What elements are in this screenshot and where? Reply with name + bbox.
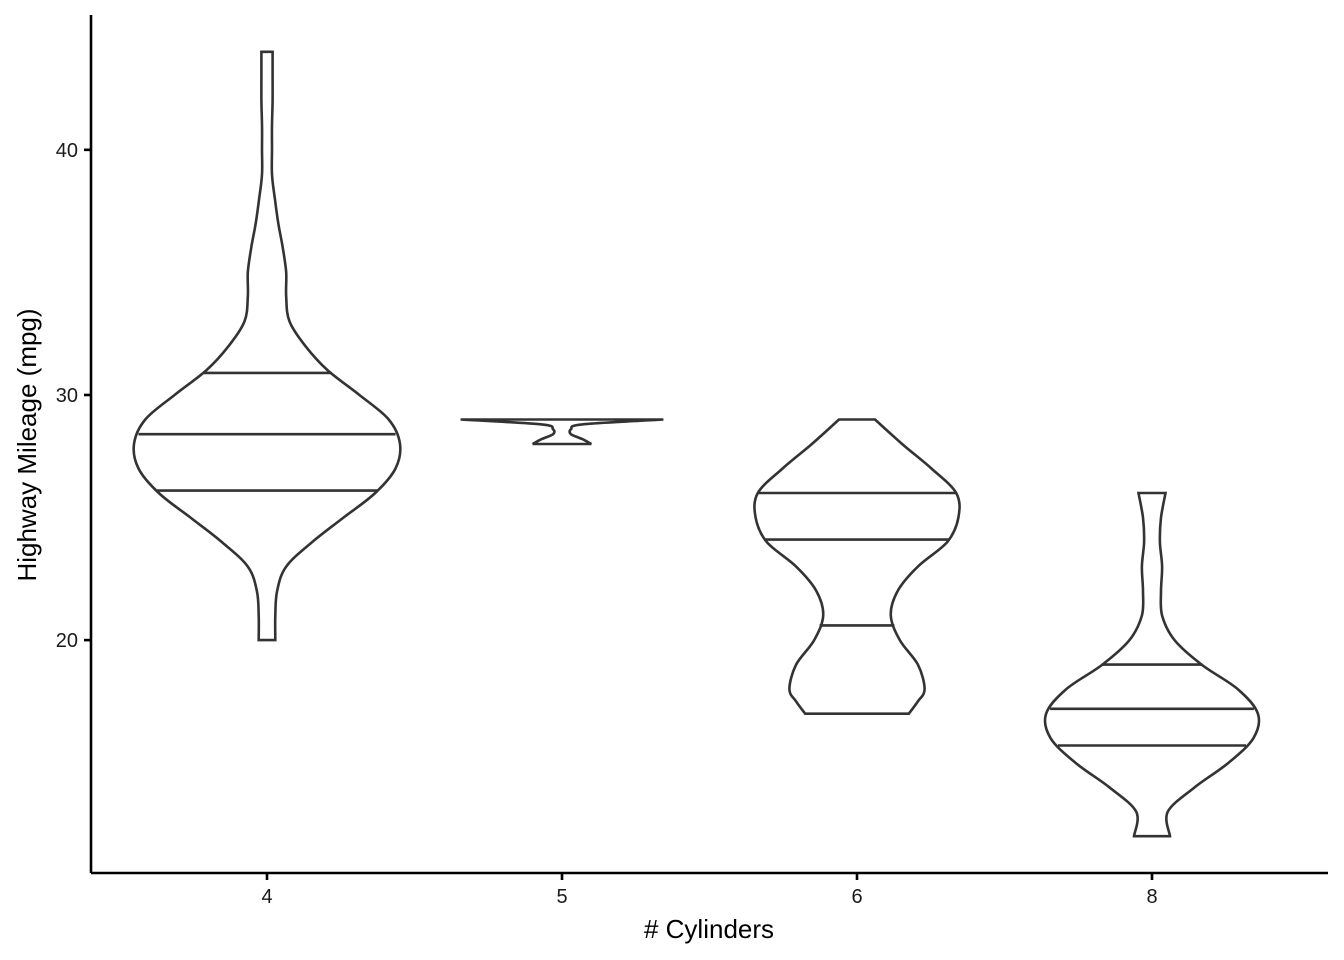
y-tick-label-40: 40 — [56, 140, 78, 162]
y-tick-label-20: 20 — [56, 630, 78, 652]
violin-group-6 — [753, 418, 961, 715]
violins-layer — [132, 50, 1261, 838]
violin-6 — [753, 418, 961, 715]
violin-group-4 — [132, 50, 402, 642]
y-axis-title: Highway Mileage (mpg) — [12, 308, 42, 581]
y-tick-label-30: 30 — [56, 385, 78, 407]
violin-4 — [132, 50, 402, 642]
x-axis-title: # Cylinders — [644, 914, 774, 944]
violin-5 — [460, 418, 664, 446]
x-tick-label-4: 4 — [261, 886, 272, 908]
x-tick-label-5: 5 — [556, 886, 567, 908]
violin-group-8 — [1043, 491, 1261, 838]
axes-layer: 20 30 40 4 5 6 8 — [56, 15, 1328, 908]
violin-group-5 — [460, 418, 664, 446]
x-tick-label-6: 6 — [851, 886, 862, 908]
x-tick-label-8: 8 — [1146, 886, 1157, 908]
